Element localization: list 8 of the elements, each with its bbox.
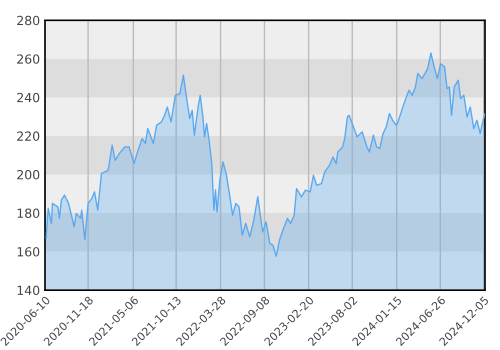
y-tick-label: 260: [17, 54, 40, 64]
y-tick-label: 140: [18, 286, 40, 296]
y-tick-label: 180: [18, 208, 40, 218]
y-tick-label: 160: [18, 247, 40, 257]
y-tick-label: 200: [17, 170, 40, 180]
y-tick-label: 240: [17, 92, 40, 102]
y-tick-label: 280: [17, 16, 40, 26]
y-tick-label: 220: [17, 131, 40, 141]
